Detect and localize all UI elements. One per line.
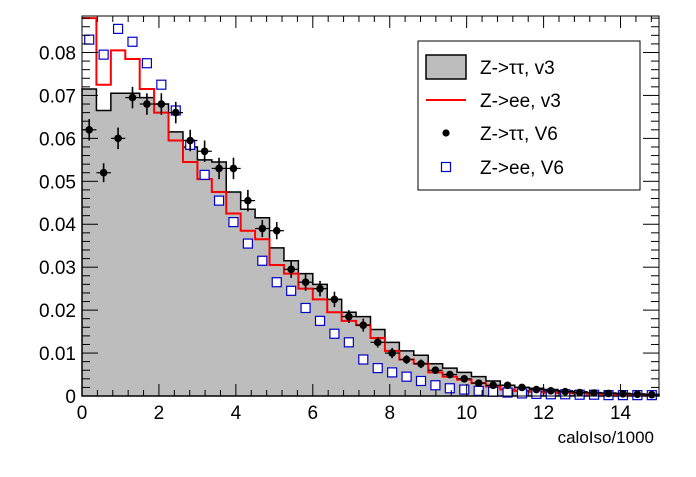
p-v6-point [489, 381, 497, 390]
p-v6-point [114, 134, 122, 143]
x-axis-title: caloIso/1000 [558, 428, 654, 447]
b-v6-marker [401, 371, 412, 382]
legend-symbol-p-v6 [442, 129, 450, 137]
p-v6-point [547, 387, 555, 395]
p-v6-point [561, 387, 570, 396]
x-tick-label: 10 [456, 403, 477, 424]
p-v6-point [345, 312, 353, 321]
b-v6-marker [430, 380, 441, 391]
b-v6-marker [415, 375, 427, 387]
y-tick-label: 0.06 [39, 129, 76, 150]
p-v6-point [388, 349, 396, 357]
p-v6-point [200, 147, 209, 156]
legend-label-b-v6: Z->ee, V6 [480, 158, 564, 179]
legend-label-p-v6: Z->ττ, V6 [480, 124, 558, 145]
b-v6-marker [156, 79, 167, 90]
b-v6-marker [112, 23, 124, 34]
p-v6-point [503, 381, 512, 390]
p-v6-point [633, 390, 642, 399]
p-v6-point [402, 355, 411, 364]
p-v6-point [316, 284, 324, 293]
x-tick-label: 0 [77, 403, 88, 424]
p-v6-point [287, 265, 295, 274]
p-v6-point [99, 168, 108, 177]
p-v6-point [532, 385, 541, 394]
y-tick-label: 0.05 [39, 172, 76, 193]
y-tick-label: 0.04 [39, 215, 76, 236]
p-v6-point [171, 108, 180, 117]
y-tick-label: 0.07 [39, 86, 76, 107]
b-v6-marker [459, 384, 470, 395]
p-v6-point [244, 196, 252, 205]
y-tick-label: 0.03 [39, 258, 76, 279]
p-v6-point [604, 389, 613, 398]
b-v6-marker [271, 277, 282, 288]
p-v6-point [186, 136, 194, 145]
b-v6-marker [343, 337, 354, 348]
b-v6-marker [199, 169, 210, 180]
b-v6-marker [213, 195, 225, 206]
x-tick-label: 6 [308, 403, 319, 424]
b-v6-marker [300, 302, 311, 314]
legend-symbol-b-v6 [440, 161, 452, 173]
y-tick-label: 0.01 [39, 344, 76, 365]
x-tick-label: 12 [533, 403, 554, 424]
b-v6-marker [242, 238, 253, 249]
p-v6-point [474, 379, 483, 387]
b-v6-marker [98, 49, 109, 60]
b-v6-marker [314, 315, 326, 326]
b-v6-marker [257, 255, 268, 266]
plot-layer [81, 17, 660, 401]
b-v6-marker [387, 367, 398, 378]
axis-layer: 0 2 4 6 8 10 12 14 0 0.01 0.02 0.03 0.04 0.05 0.06 0.07… [39, 16, 659, 424]
x-tick-label: 14 [610, 403, 632, 424]
b-v6-marker [358, 354, 369, 365]
y-tick-label: 0.08 [39, 43, 76, 64]
p-v6-point [417, 359, 425, 368]
p-v6-point [590, 389, 598, 397]
p-v6-point [301, 278, 310, 287]
p-v6-point [215, 164, 223, 173]
p-v6-point [460, 375, 469, 383]
p-v6-point [518, 383, 526, 392]
b-v6-marker [228, 217, 239, 228]
plot-frame [81, 15, 660, 397]
p-v6-point [229, 164, 238, 173]
p-v6-point [157, 100, 166, 108]
legend-label-h-v3: Z->ττ, v3 [480, 58, 555, 79]
p-v6-point [431, 366, 440, 375]
b-v6-marker [84, 34, 95, 45]
x-tick-label: 2 [154, 403, 165, 424]
p-v6-point [359, 321, 368, 329]
legend-label-r-v3: Z->ee, v3 [480, 91, 561, 112]
p-v6-point [373, 338, 382, 347]
x-tick-label: 4 [231, 403, 242, 424]
p-v6-point [128, 93, 137, 102]
b-v6-marker [127, 36, 138, 47]
p-v6-point [258, 224, 267, 233]
b-v6-marker [329, 328, 340, 339]
p-v6-point [143, 100, 151, 108]
p-v6-point [446, 370, 454, 379]
y-tick-label: 0.02 [39, 301, 76, 322]
p-v6-point [575, 388, 584, 397]
legend: Z->ττ, v3 Z->ee, v3 Z->ττ, V6 Z->ee, V6 [417, 40, 641, 191]
b-v6-marker [286, 285, 297, 296]
y-tick-label: 0 [65, 387, 76, 408]
p-v6-point [330, 295, 339, 304]
x-tick-label: 8 [384, 403, 395, 424]
p-v6-point [272, 226, 281, 235]
legend-symbol-h-v3 [425, 54, 467, 80]
b-v6-marker [444, 383, 455, 394]
b-v6-marker [372, 362, 383, 374]
b-v6-marker [141, 58, 153, 69]
